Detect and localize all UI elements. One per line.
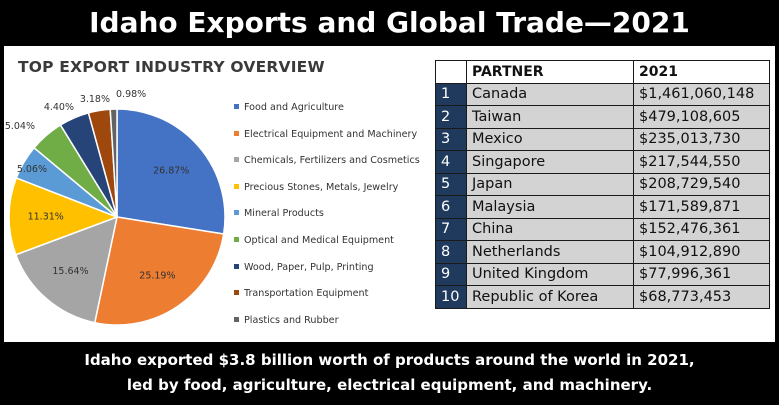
pie-slice-label: 3.18%: [80, 94, 110, 105]
legend-item: Mineral Products: [234, 208, 324, 219]
table-cell-rank: 4: [435, 150, 467, 174]
table-row: 6 Malaysia $171,589,871: [435, 195, 770, 219]
table-cell-partner: Netherlands: [466, 240, 634, 264]
legend-item: Chemicals, Fertilizers and Cosmetics: [234, 155, 420, 166]
table-cell-value: $208,729,540: [633, 172, 770, 196]
legend-item: Precious Stones, Metals, Jewelry: [234, 182, 398, 193]
table-cell-value: $479,108,605: [633, 105, 770, 129]
table-cell-rank: 7: [435, 217, 467, 241]
legend-item: Plastics and Rubber: [234, 315, 339, 326]
legend-item: Optical and Medical Equipment: [234, 235, 394, 246]
table-cell-rank: 1: [435, 82, 467, 106]
pie-chart-title: TOP EXPORT INDUSTRY OVERVIEW: [18, 58, 325, 76]
table-cell-partner: Republic of Korea: [466, 285, 634, 309]
legend-label: Mineral Products: [244, 208, 324, 220]
table-row: 4 Singapore $217,544,550: [435, 150, 770, 174]
pie-slice-label: 15.64%: [52, 266, 88, 277]
footer-caption: Idaho exported $3.8 billion worth of pro…: [0, 348, 779, 398]
pie-slice-label: 5.04%: [5, 121, 35, 132]
legend-label: Plastics and Rubber: [244, 314, 339, 326]
legend-item: Wood, Paper, Pulp, Printing: [234, 262, 374, 273]
table-row: 7 China $152,476,361: [435, 217, 770, 241]
table-cell-partner: Mexico: [466, 127, 634, 151]
legend-label: Optical and Medical Equipment: [244, 235, 394, 246]
legend-swatch: [234, 210, 239, 216]
pie-slice: [8, 176, 120, 256]
table-header-rank: [435, 60, 467, 84]
table-cell-partner: Japan: [466, 172, 634, 196]
table-row: 9 United Kingdom $77,996,361: [435, 262, 770, 286]
content-panel: TOP EXPORT INDUSTRY OVERVIEW 26.87% 25.19…: [4, 46, 775, 342]
table-row: 3 Mexico $235,013,730: [435, 127, 770, 151]
legend-label: Wood, Paper, Pulp, Printing: [244, 261, 374, 273]
table-cell-partner: Canada: [466, 82, 634, 106]
legend-label: Chemicals, Fertilizers and Cosmetics: [244, 155, 420, 167]
table-cell-rank: 6: [435, 195, 467, 219]
table-row: 2 Taiwan $479,108,605: [435, 105, 770, 129]
trade-partner-table: PARTNER 2021 1 Canada $1,461,060,148 2 Taiwa…: [435, 60, 770, 309]
table-cell-value: $152,476,361: [633, 217, 770, 241]
table-header-year: 2021: [633, 60, 770, 84]
legend-item: Electrical Equipment and Machinery: [234, 129, 417, 140]
pie-slice-label: 25.19%: [139, 271, 175, 282]
legend-item: Food and Agriculture: [234, 102, 344, 113]
table-cell-rank: 9: [435, 262, 467, 286]
legend-label: Transportation Equipment: [244, 288, 369, 300]
table-row: 10 Republic of Korea $68,773,453: [435, 285, 770, 309]
table-row: 8 Netherlands $104,912,890: [435, 240, 770, 264]
legend-label: Electrical Equipment and Machinery: [244, 128, 418, 140]
pie-slice: [109, 108, 118, 218]
table-cell-value: $104,912,890: [633, 240, 770, 264]
table-cell-partner: Taiwan: [466, 105, 634, 129]
table-row: 1 Canada $1,461,060,148: [435, 82, 770, 106]
pie-slice-label: 5.06%: [17, 164, 47, 175]
table-cell-rank: 8: [435, 240, 467, 264]
legend-swatch: [234, 157, 239, 163]
table-cell-value: $1,461,060,148: [633, 82, 770, 106]
pie-slice: [116, 108, 226, 235]
table-cell-partner: Malaysia: [466, 195, 634, 219]
table-row: 5 Japan $208,729,540: [435, 172, 770, 196]
table-cell-partner: United Kingdom: [466, 262, 634, 286]
legend-swatch: [234, 130, 239, 136]
legend-swatch: [234, 104, 239, 109]
legend-label: Precious Stones, Metals, Jewelry: [244, 181, 399, 193]
pie-slice: [14, 215, 119, 324]
table-cell-partner: China: [466, 217, 634, 241]
table-cell-rank: 10: [435, 285, 467, 309]
legend-label: Food and Agriculture: [244, 102, 344, 113]
table-cell-value: $171,589,871: [633, 195, 770, 219]
pie-chart: 26.87% 25.19% 15.64% 11.31% 5.06% 5.04% 4.40% 3…: [5, 89, 226, 326]
table-header-partner: PARTNER: [466, 60, 634, 84]
table-cell-value: $68,773,453: [633, 285, 770, 309]
pie-slice-label: 4.40%: [44, 102, 74, 113]
table-cell-value: $235,013,730: [633, 127, 770, 151]
legend-swatch: [234, 316, 239, 322]
page-title: Idaho Exports and Global Trade—2021: [89, 6, 690, 39]
table-cell-rank: 3: [435, 127, 467, 151]
table-cell-value: $217,544,550: [633, 150, 770, 174]
footer-line-1: Idaho exported $3.8 billion worth of pro…: [84, 351, 695, 369]
pie-slice-label: 11.31%: [28, 212, 64, 223]
legend-swatch: [234, 263, 239, 269]
table-cell-rank: 5: [435, 172, 467, 196]
legend-swatch: [234, 237, 239, 242]
table-cell-rank: 2: [435, 105, 467, 129]
legend-item: Transportation Equipment: [234, 288, 368, 299]
table-cell-partner: Singapore: [466, 150, 634, 174]
table-cell-value: $77,996,361: [633, 262, 770, 286]
footer-line-2: led by food, agriculture, electrical equ…: [126, 376, 653, 394]
pie-slice-label: 26.87%: [153, 166, 189, 177]
pie-slice-label: 0.98%: [116, 89, 146, 100]
pie-slice: [93, 216, 225, 326]
legend-swatch: [234, 290, 239, 296]
legend-swatch: [234, 183, 239, 189]
table-header-row: PARTNER 2021: [435, 60, 770, 84]
